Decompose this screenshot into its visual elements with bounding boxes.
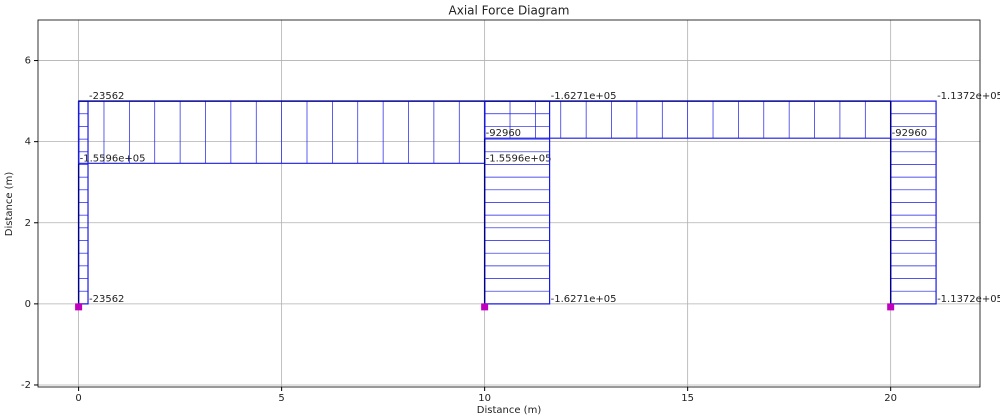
x-tick-label: 10	[478, 393, 491, 404]
plot-frame	[37, 19, 981, 388]
value-label: -92960	[486, 128, 521, 139]
value-label: -1.5596e+05	[486, 153, 552, 164]
x-tick-label: 5	[278, 393, 284, 404]
x-axis-label: Distance (m)	[477, 405, 542, 416]
value-label: -1.1372e+05	[937, 294, 1000, 305]
y-tick-label: -2	[21, 380, 31, 391]
value-label: -23562	[89, 91, 124, 102]
value-label: -1.6271e+05	[551, 294, 617, 305]
support	[75, 303, 83, 311]
x-tick-label: 15	[681, 393, 694, 404]
y-tick-label: 0	[25, 299, 31, 310]
y-tick-label: 2	[25, 218, 31, 229]
value-label: -23562	[89, 294, 124, 305]
support	[887, 303, 895, 311]
y-axis-label: Distance (m)	[4, 172, 15, 237]
x-tick-label: 0	[75, 393, 81, 404]
y-tick-label: 6	[25, 56, 31, 67]
value-label: -1.1372e+05	[937, 91, 1000, 102]
value-label: -1.5596e+05	[80, 153, 146, 164]
chart-title: Axial Force Diagram	[449, 4, 570, 18]
value-label: -92960	[892, 128, 927, 139]
value-label: -1.6271e+05	[551, 91, 617, 102]
x-tick-label: 20	[884, 393, 897, 404]
support	[481, 303, 489, 311]
y-tick-label: 4	[25, 137, 31, 148]
